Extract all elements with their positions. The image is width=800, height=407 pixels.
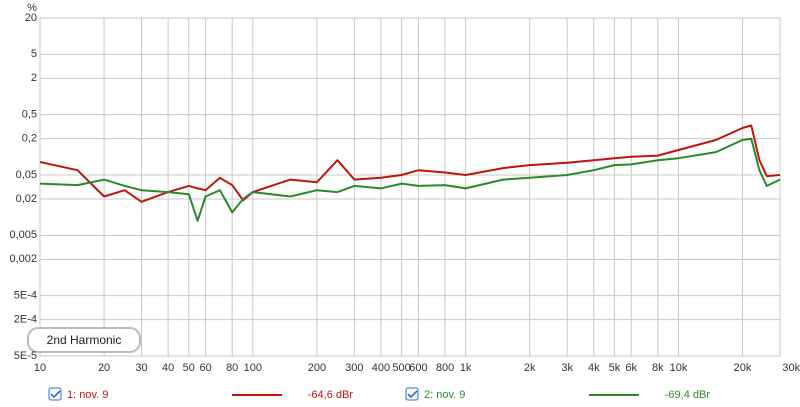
x-tick-label: 30kHz	[782, 362, 800, 374]
x-tick-label: 800	[436, 362, 454, 374]
x-tick-label: 20	[98, 362, 110, 374]
y-tick-label: 2E-4	[14, 314, 37, 326]
x-tick-label: 200	[308, 362, 326, 374]
mode-button[interactable]: 2nd Harmonic	[27, 327, 141, 353]
x-tick-label: 500	[392, 362, 410, 374]
x-tick-label: 100	[244, 362, 262, 374]
x-tick-label: 600	[409, 362, 427, 374]
checkmark	[407, 390, 418, 399]
x-tick-label: 8k	[652, 362, 664, 374]
x-tick-label: 2k	[524, 362, 536, 374]
x-tick-label: 20k	[734, 362, 752, 374]
x-tick-label: 5k	[609, 362, 621, 374]
x-tick-label: 60	[199, 362, 211, 374]
button-frame	[27, 327, 141, 353]
legend-name: 2: nov. 9	[424, 389, 465, 401]
x-tick-label: 400	[372, 362, 390, 374]
button-label: 2nd Harmonic	[47, 333, 122, 347]
y-tick-label: 0,05	[16, 169, 37, 181]
x-tick-label: 3k	[561, 362, 573, 374]
y-tick-label: 0,002	[9, 253, 37, 265]
legend-name: 1: nov. 9	[67, 389, 108, 401]
x-tick-label: 50	[183, 362, 195, 374]
x-tick-label: 40	[162, 362, 174, 374]
x-tick-label: 6k	[625, 362, 637, 374]
x-tick-label: 1k	[460, 362, 472, 374]
x-tick-label: 4k	[588, 362, 600, 374]
y-tick-label: 5E-4	[14, 290, 37, 302]
y-tick-label: 0,02	[16, 193, 37, 205]
legend-checkbox[interactable]	[405, 387, 419, 401]
y-tick-label: 20	[25, 12, 37, 24]
series-line	[39, 124, 781, 203]
x-tick-label: 80	[226, 362, 238, 374]
y-tick-label: 2	[31, 72, 37, 84]
series-line	[39, 137, 781, 222]
y-tick-label: 0,2	[22, 133, 37, 145]
y-tick-label: 5E-5	[14, 350, 37, 362]
x-tick-label: 300	[345, 362, 363, 374]
legend-level: -64,6 dBr	[308, 389, 354, 401]
y-tick-label: 0,5	[22, 109, 37, 121]
x-tick-label: 30	[135, 362, 147, 374]
y-tick-label: 0,005	[9, 229, 37, 241]
y-unit: %	[27, 2, 37, 14]
x-tick-label: 10	[34, 362, 46, 374]
legend-checkbox[interactable]	[48, 387, 62, 401]
checkmark	[50, 390, 61, 399]
x-tick-label: 10k	[670, 362, 688, 374]
y-tick-label: 5	[31, 48, 37, 60]
plot-area	[39, 17, 781, 357]
legend-level: -69,4 dBr	[665, 389, 711, 401]
